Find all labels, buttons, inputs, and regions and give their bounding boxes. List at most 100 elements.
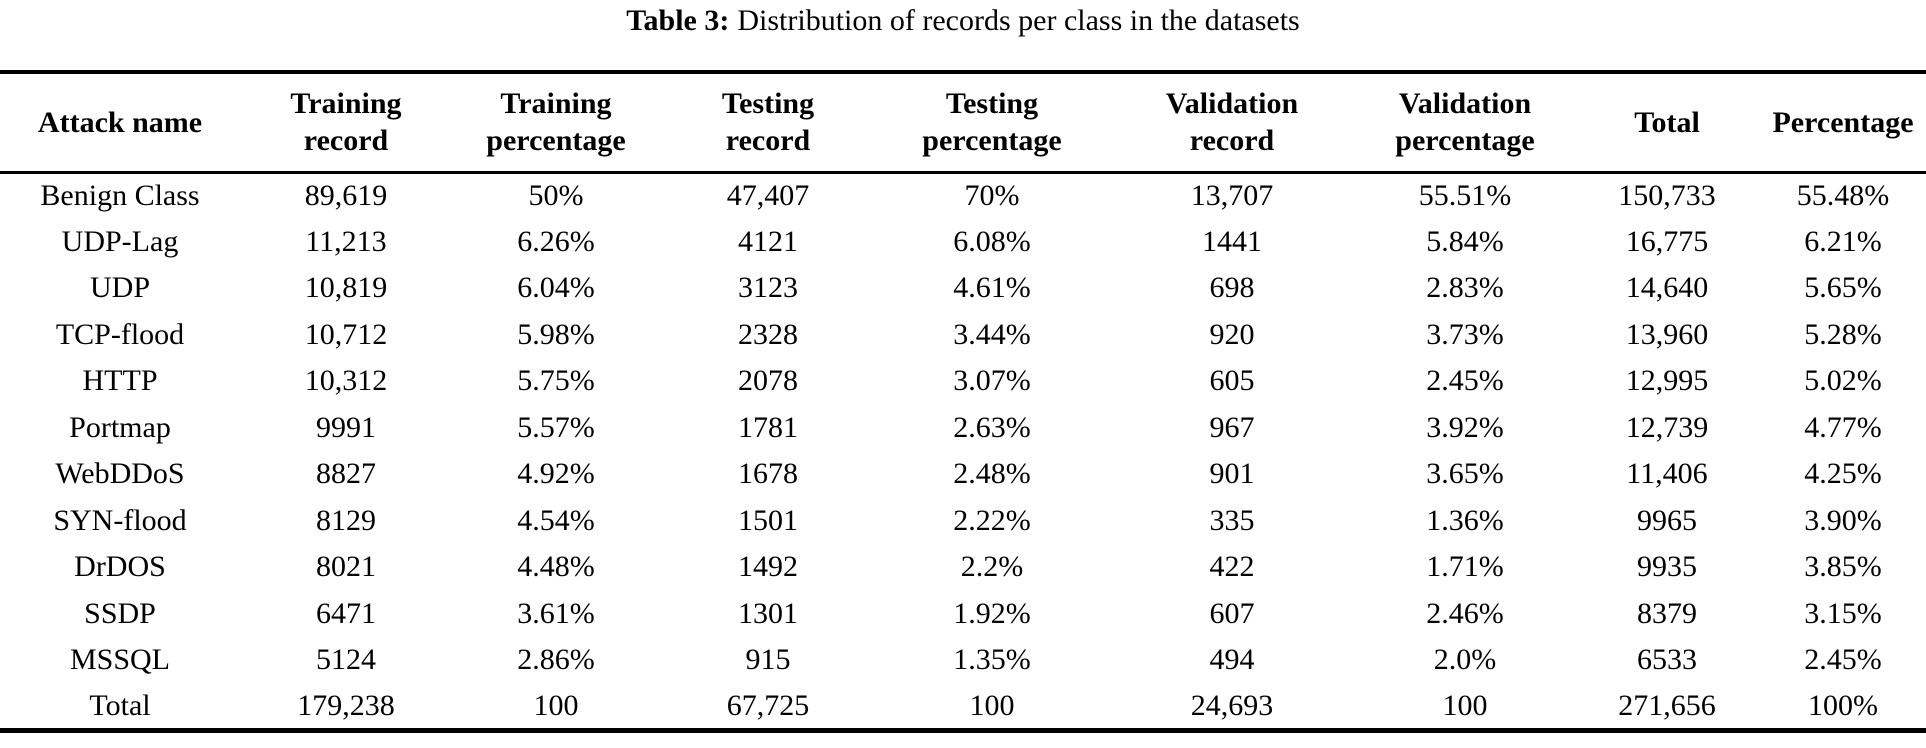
attack-name-cell: DrDOS <box>74 550 166 584</box>
value-cell: 6.04% <box>517 271 595 305</box>
value-cell: 698 <box>1209 271 1255 305</box>
value-cell: 9935 <box>1637 550 1697 584</box>
value-cell: 1.36% <box>1426 503 1504 537</box>
table-row: MSSQL 5124 2.86% 915 1.35% 494 2.0% 6533 2.45% <box>0 637 1926 684</box>
value-cell: 89,619 <box>304 179 388 212</box>
value-cell: 3.92% <box>1426 410 1504 444</box>
attack-name-cell: Benign Class <box>40 179 200 212</box>
value-cell: 1781 <box>738 410 798 444</box>
value-cell: 1501 <box>738 503 798 537</box>
attack-name-cell: WebDDoS <box>55 457 185 491</box>
column-header: Training record <box>240 70 452 174</box>
table-row: DrDOS 8021 4.48% 1492 2.2% 422 1.71% 9935 3.85% <box>0 544 1926 591</box>
value-cell: 920 <box>1209 317 1255 351</box>
value-cell: 4.48% <box>517 550 595 584</box>
value-cell: 8379 <box>1637 596 1697 630</box>
value-cell: 47,407 <box>726 179 810 212</box>
value-cell: 70% <box>964 179 1020 212</box>
table-row: Benign Class 89,619 50% 47,407 70% 13,707 55.5… <box>0 172 1926 219</box>
value-cell: 12,995 <box>1625 364 1709 398</box>
column-header: Percentage <box>1760 70 1926 174</box>
table-row: HTTP 10,312 5.75% 2078 3.07% 605 2.45% 12,995 5.… <box>0 358 1926 405</box>
attack-name-cell: UDP-Lag <box>61 224 179 258</box>
value-cell: 607 <box>1209 596 1255 630</box>
table-caption-text: Distribution of records per class in the… <box>737 4 1300 37</box>
value-cell: 2.86% <box>517 643 595 677</box>
column-header: Testing percentage <box>876 70 1108 174</box>
value-cell: 422 <box>1209 550 1255 584</box>
value-cell: 2.45% <box>1426 364 1504 398</box>
value-cell: 2078 <box>738 364 798 398</box>
value-cell: 1678 <box>738 457 798 491</box>
value-cell: 11,406 <box>1626 457 1708 491</box>
value-cell: 1301 <box>738 596 798 630</box>
value-cell: 150,733 <box>1618 179 1716 212</box>
value-cell: 3.61% <box>517 596 595 630</box>
column-header: Total <box>1574 70 1760 174</box>
value-cell: 967 <box>1209 410 1255 444</box>
value-cell: 5.28% <box>1804 317 1882 351</box>
column-header: Training percentage <box>452 70 660 174</box>
value-cell: 2.0% <box>1433 643 1497 677</box>
value-cell: 8129 <box>316 503 376 537</box>
value-cell: 67,725 <box>660 683 876 733</box>
value-cell: 8021 <box>316 550 376 584</box>
table-row: SYN-flood 8129 4.54% 1501 2.22% 335 1.36% 9965 3… <box>0 498 1926 545</box>
value-cell: 10,312 <box>304 364 388 398</box>
value-cell: 100% <box>1760 683 1926 733</box>
header-row: Attack name Training record Training perce… <box>0 70 1926 174</box>
value-cell: 5.65% <box>1804 271 1882 305</box>
value-cell: 6471 <box>316 596 376 630</box>
value-cell: 2.83% <box>1426 271 1504 305</box>
value-cell: 4.25% <box>1804 457 1882 491</box>
value-cell: 10,712 <box>304 317 388 351</box>
value-cell: 271,656 <box>1574 683 1760 733</box>
value-cell: 16,775 <box>1625 224 1709 258</box>
value-cell: 1.35% <box>953 643 1031 677</box>
value-cell: 8827 <box>316 457 376 491</box>
table-caption: Table 3: Distribution of records per clas… <box>0 0 1926 70</box>
column-header: Validation percentage <box>1356 70 1574 174</box>
value-cell: 6.21% <box>1804 224 1882 258</box>
value-cell: 50% <box>528 179 584 212</box>
value-cell: 100 <box>452 683 660 733</box>
value-cell: 3123 <box>738 271 798 305</box>
value-cell: 2.2% <box>960 550 1024 584</box>
value-cell: 3.90% <box>1804 503 1882 537</box>
value-cell: 2.45% <box>1804 643 1882 677</box>
attack-name-cell: Portmap <box>69 410 171 444</box>
value-cell: 494 <box>1209 643 1255 677</box>
value-cell: 5.98% <box>517 317 595 351</box>
value-cell: 5.57% <box>517 410 595 444</box>
value-cell: 12,739 <box>1625 410 1709 444</box>
value-cell: 3.73% <box>1426 317 1504 351</box>
value-cell: 5124 <box>316 643 376 677</box>
value-cell: 2.46% <box>1426 596 1504 630</box>
value-cell: 6533 <box>1637 643 1697 677</box>
value-cell: 13,960 <box>1625 317 1709 351</box>
value-cell: 1.71% <box>1426 550 1504 584</box>
value-cell: 9991 <box>316 410 376 444</box>
value-cell: 10,819 <box>304 271 388 305</box>
column-header: Attack name <box>0 70 240 174</box>
value-cell: 5.84% <box>1426 224 1504 258</box>
value-cell: 11,213 <box>305 224 387 258</box>
value-cell: 4.54% <box>517 503 595 537</box>
table-row: WebDDoS 8827 4.92% 1678 2.48% 901 3.65% 11,406 4… <box>0 451 1926 498</box>
value-cell: 3.44% <box>953 317 1031 351</box>
value-cell: 2.63% <box>953 410 1031 444</box>
value-cell: 4121 <box>738 224 798 258</box>
column-header: Validation record <box>1108 70 1356 174</box>
value-cell: 4.92% <box>517 457 595 491</box>
table-body: Benign Class 89,619 50% 47,407 70% 13,707 55.5… <box>0 172 1926 733</box>
value-cell: 100 <box>1356 683 1574 733</box>
table-row: TCP-flood 10,712 5.98% 2328 3.44% 920 3.73% 13,… <box>0 312 1926 359</box>
table-row: UDP 10,819 6.04% 3123 4.61% 698 2.83% 14,640 5.6… <box>0 265 1926 312</box>
value-cell: 915 <box>745 643 791 677</box>
value-cell: 605 <box>1209 364 1255 398</box>
value-cell: 4.61% <box>953 271 1031 305</box>
table-row: Portmap 9991 5.57% 1781 2.63% 967 3.92% 12,739 4… <box>0 405 1926 452</box>
attack-name-cell: Total <box>0 683 240 733</box>
value-cell: 3.15% <box>1804 596 1882 630</box>
